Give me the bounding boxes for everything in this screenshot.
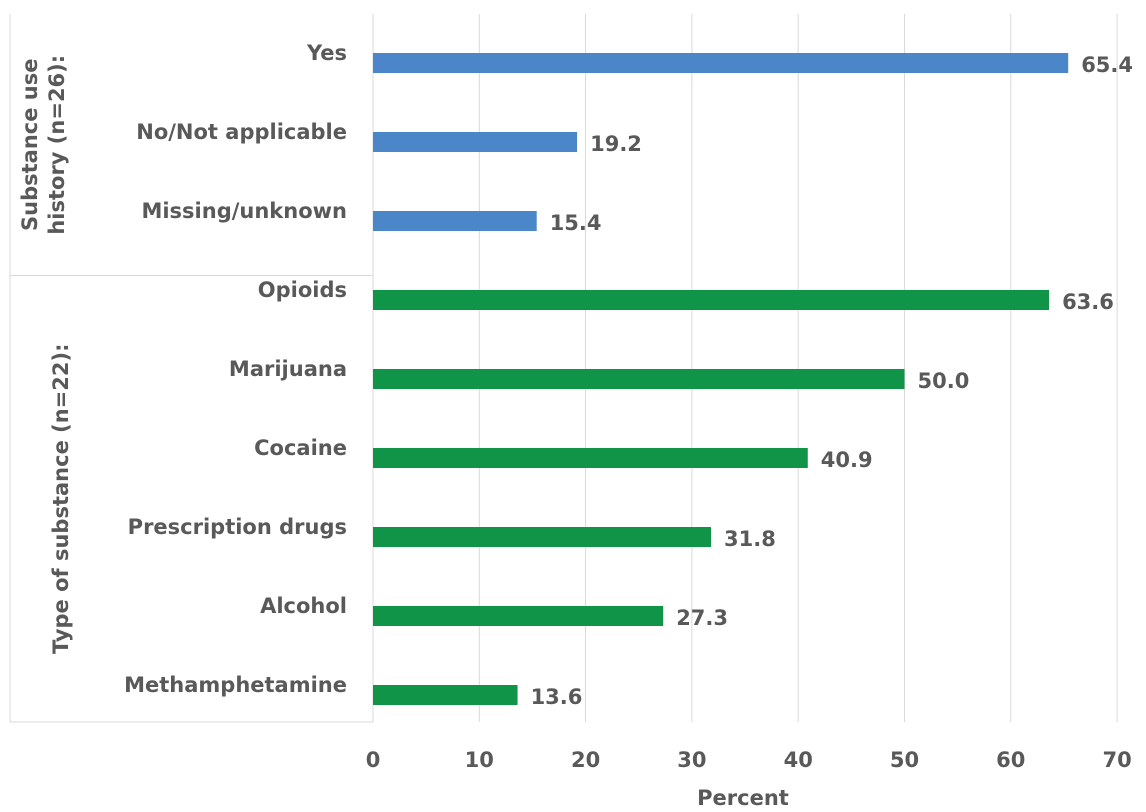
category-label: Cocaine [254, 436, 347, 460]
category-label: Prescription drugs [128, 515, 347, 539]
category-label: Methamphetamine [124, 673, 347, 697]
bar [373, 527, 712, 547]
x-tick-label: 20 [571, 748, 600, 772]
x-tick-label: 50 [890, 748, 919, 772]
bars [373, 53, 1069, 705]
labels: 0 10 20 30 40 50 60 70 Yes 65.4 No/Not applicable 1… [18, 41, 1133, 772]
bar [373, 606, 664, 626]
data-label: 50.0 [918, 369, 970, 393]
bar [373, 132, 578, 152]
category-label: Yes [306, 41, 347, 65]
x-tick-label: 70 [1102, 748, 1131, 772]
bar [373, 290, 1050, 310]
bar [373, 369, 905, 389]
data-label: 31.8 [724, 527, 776, 551]
data-label: 63.6 [1062, 290, 1114, 314]
bar [373, 448, 808, 468]
group-label-line: Substance use [18, 59, 42, 231]
data-label: 40.9 [821, 448, 873, 472]
bar [373, 685, 518, 705]
data-label: 65.4 [1081, 53, 1133, 77]
data-label: 27.3 [676, 606, 728, 630]
group-label: Substance use history (n=26): [18, 55, 69, 235]
category-label: Marijuana [229, 357, 347, 381]
x-tick-label: 40 [784, 748, 813, 772]
x-tick-label: 10 [465, 748, 494, 772]
group-label-line: history (n=26): [45, 55, 69, 235]
category-label: Missing/unknown [141, 199, 347, 223]
x-axis-title: Percent [697, 786, 789, 810]
category-label: Alcohol [260, 594, 347, 618]
group-label: Type of substance (n=22): [49, 344, 73, 655]
category-label: Opioids [258, 278, 347, 302]
data-label: 19.2 [590, 132, 642, 156]
data-label: 15.4 [550, 211, 602, 235]
group-label-line: Type of substance (n=22): [49, 344, 73, 655]
category-label: No/Not applicable [136, 120, 347, 144]
x-tick-label: 0 [366, 748, 381, 772]
bar [373, 53, 1069, 73]
x-tick-label: 30 [677, 748, 706, 772]
bar [373, 211, 537, 231]
x-tick-label: 60 [996, 748, 1025, 772]
data-label: 13.6 [531, 685, 583, 709]
